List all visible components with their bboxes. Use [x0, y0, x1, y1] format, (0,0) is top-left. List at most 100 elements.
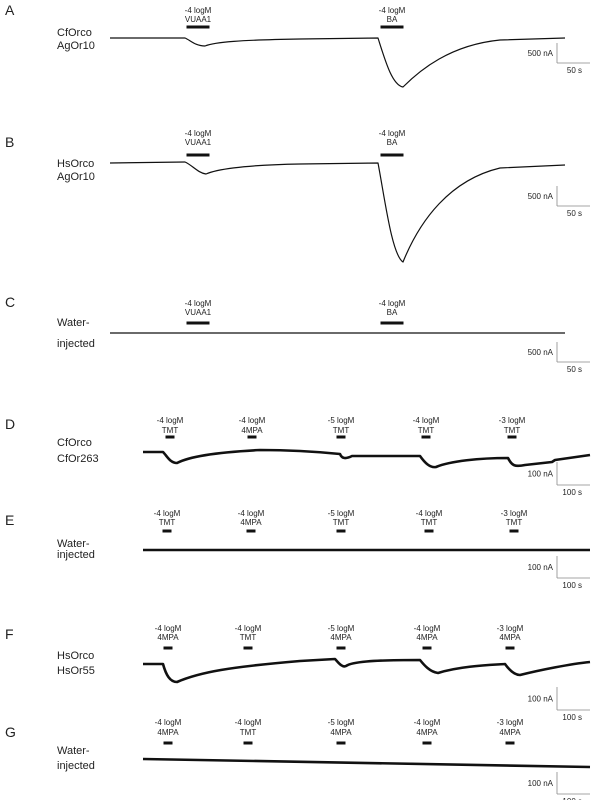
scale-time: 100 s	[562, 488, 582, 497]
stimulus-name: 4MPA	[241, 426, 263, 435]
panel-letter: A	[5, 2, 15, 18]
scale-current: 100 nA	[528, 779, 554, 788]
panel-letter: B	[5, 134, 14, 150]
panel-label: Water-	[57, 538, 90, 550]
stimulus-concentration: -4 logM	[155, 718, 182, 727]
stimulus-concentration: -3 logM	[497, 718, 524, 727]
stimulus-name: VUAA1	[185, 15, 212, 24]
panel-label: HsOr55	[57, 665, 95, 677]
panel-label: injected	[57, 549, 95, 561]
stimulus-name: 4MPA	[499, 728, 521, 737]
stimulus-concentration: -4 logM	[235, 718, 262, 727]
scale-current: 100 nA	[528, 470, 554, 479]
stimulus-name: 4MPA	[416, 728, 438, 737]
stimulus-concentration: -4 logM	[235, 624, 262, 633]
trace	[110, 37, 566, 88]
panel-label: HsOrco	[57, 158, 94, 170]
stimulus-name: 4MPA	[157, 728, 179, 737]
stimulus-name: TMT	[421, 518, 438, 527]
panel-letter: E	[5, 512, 14, 528]
scale-time: 50 s	[567, 209, 582, 218]
stimulus-name: 4MPA	[330, 728, 352, 737]
panel-label: AgOr10	[57, 40, 95, 52]
stimulus-name: VUAA1	[185, 308, 212, 317]
stimulus-name: TMT	[240, 633, 257, 642]
stimulus-concentration: -3 logM	[501, 509, 528, 518]
scale-current: 500 nA	[528, 348, 554, 357]
stimulus-concentration: -4 logM	[414, 624, 441, 633]
trace	[109, 161, 566, 263]
stimulus-concentration: -4 logM	[414, 718, 441, 727]
stimulus-concentration: -3 logM	[499, 416, 526, 425]
panel-label: injected	[57, 760, 95, 772]
panel-letter: D	[5, 416, 15, 432]
stimulus-concentration: -4 logM	[154, 509, 181, 518]
stimulus-concentration: -5 logM	[328, 624, 355, 633]
stimulus-concentration: -4 logM	[185, 299, 212, 308]
scale-current: 100 nA	[528, 563, 554, 572]
stimulus-name: BA	[387, 15, 398, 24]
stimulus-name: 4MPA	[157, 633, 179, 642]
stimulus-name: TMT	[418, 426, 435, 435]
stimulus-name: TMT	[240, 728, 257, 737]
panel-label: injected	[57, 338, 95, 350]
panel-letter: G	[5, 724, 16, 740]
stimulus-name: 4MPA	[240, 518, 262, 527]
stimulus-concentration: -3 logM	[497, 624, 524, 633]
panel-label: Water-	[57, 317, 90, 329]
stimulus-concentration: -4 logM	[239, 416, 266, 425]
panel-label: HsOrco	[57, 650, 94, 662]
stimulus-name: TMT	[506, 518, 523, 527]
stimulus-concentration: -4 logM	[416, 509, 443, 518]
stimulus-concentration: -4 logM	[238, 509, 265, 518]
scale-time: 100 s	[562, 713, 582, 722]
stimulus-concentration: -5 logM	[328, 416, 355, 425]
scale-time: 100 s	[562, 797, 582, 800]
scale-time: 50 s	[567, 365, 582, 374]
scale-current: 500 nA	[528, 192, 554, 201]
trace	[142, 757, 591, 769]
stimulus-concentration: -5 logM	[328, 509, 355, 518]
stimulus-name: 4MPA	[330, 633, 352, 642]
panel-label: CfOrco	[57, 437, 92, 449]
panel-label: AgOr10	[57, 171, 95, 183]
stimulus-name: BA	[387, 138, 398, 147]
stimulus-concentration: -4 logM	[413, 416, 440, 425]
stimulus-concentration: -4 logM	[185, 6, 212, 15]
panel-letter: F	[5, 626, 14, 642]
stimulus-name: VUAA1	[185, 138, 212, 147]
stimulus-name: TMT	[504, 426, 521, 435]
stimulus-name: 4MPA	[499, 633, 521, 642]
stimulus-concentration: -4 logM	[379, 129, 406, 138]
stimulus-name: 4MPA	[416, 633, 438, 642]
scale-time: 100 s	[562, 581, 582, 590]
panel-label: Water-	[57, 745, 90, 757]
stimulus-concentration: -5 logM	[328, 718, 355, 727]
stimulus-concentration: -4 logM	[379, 299, 406, 308]
panel-label: CfOr263	[57, 453, 99, 465]
stimulus-name: TMT	[333, 426, 350, 435]
scale-current: 500 nA	[528, 49, 554, 58]
panel-letter: C	[5, 294, 15, 310]
stimulus-concentration: -4 logM	[379, 6, 406, 15]
stimulus-concentration: -4 logM	[155, 624, 182, 633]
trace	[143, 448, 591, 469]
stimulus-name: TMT	[333, 518, 350, 527]
stimulus-concentration: -4 logM	[157, 416, 184, 425]
stimulus-name: BA	[387, 308, 398, 317]
trace	[143, 657, 591, 684]
stimulus-name: TMT	[159, 518, 176, 527]
scale-time: 50 s	[567, 66, 582, 75]
stimulus-concentration: -4 logM	[185, 129, 212, 138]
scale-current: 100 nA	[528, 695, 554, 704]
panel-label: CfOrco	[57, 27, 92, 39]
stimulus-name: TMT	[162, 426, 179, 435]
